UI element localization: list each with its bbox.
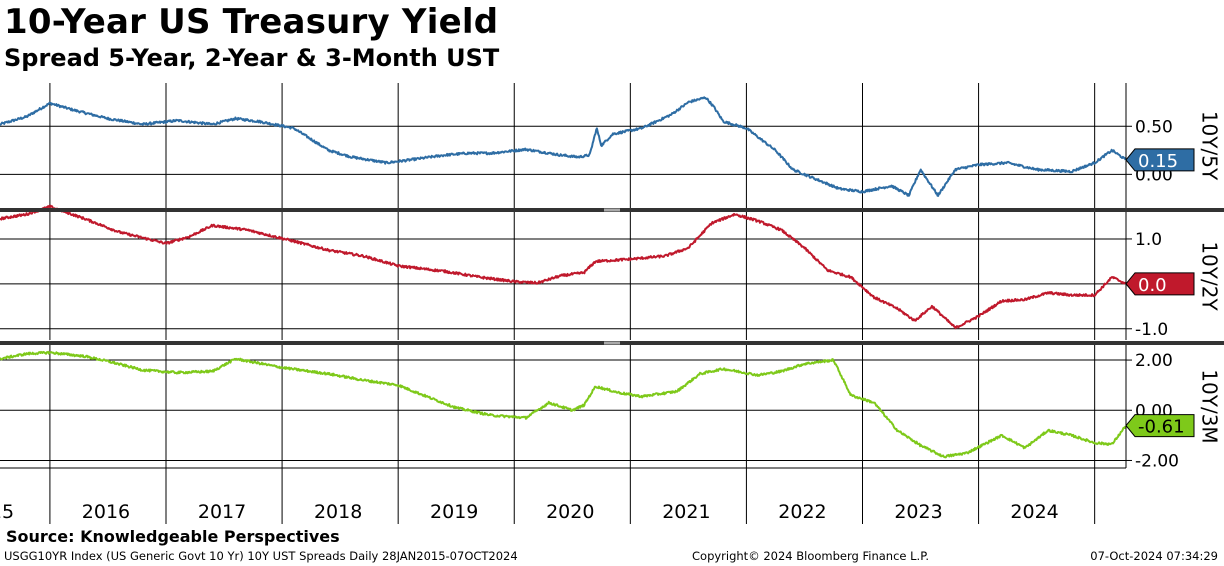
series-name-label: 10Y/3M <box>1198 369 1222 443</box>
x-tick-label: 2024 <box>1010 501 1058 523</box>
panel-resize-handle[interactable] <box>604 208 620 212</box>
x-tick-label: 2022 <box>778 501 826 523</box>
y-tick-label: -2.00 <box>1135 451 1179 471</box>
last-value-tag <box>1125 148 1195 172</box>
panel-resize-handle[interactable] <box>604 341 620 345</box>
series-line-10y2y <box>0 204 1126 330</box>
chart-title: 10-Year US Treasury Yield <box>4 2 499 42</box>
last-value-tag <box>1125 272 1195 296</box>
y-tick-label: 2.00 <box>1135 351 1173 371</box>
last-value-tag <box>1125 414 1195 438</box>
x-tick-label: 2020 <box>546 501 594 523</box>
panel-10y5y: 0.500.000.15 10Y/5Y <box>0 83 1222 208</box>
series-name-label: 10Y/2Y <box>1198 241 1222 311</box>
x-tick-label: 2019 <box>430 501 478 523</box>
footer-timestamp: 07-Oct-2024 07:34:29 <box>1090 549 1218 563</box>
footer-copyright: Copyright© 2024 Bloomberg Finance L.P. <box>692 549 929 563</box>
footer-index-info: USGG10YR Index (US Generic Govt 10 Yr) 1… <box>4 549 518 563</box>
y-tick-label: 0.50 <box>1135 117 1173 137</box>
source-note: Source: Knowledgeable Perspectives <box>6 527 340 546</box>
x-tick-label: 2017 <box>198 501 246 523</box>
x-tick-label: 2016 <box>82 501 130 523</box>
series-line-10y5y <box>0 96 1127 197</box>
chart-subtitle: Spread 5-Year, 2-Year & 3-Month UST <box>4 44 500 72</box>
y-tick-label: -1.0 <box>1135 320 1168 340</box>
x-tick-label: 2021 <box>662 501 710 523</box>
panel-10y3m: 2.000.00-2.00-0.61 10Y/3M <box>0 345 1222 471</box>
last-value-label: 0.0 <box>1138 275 1167 296</box>
series-line-10y3m <box>0 350 1127 459</box>
series-name-label: 10Y/5Y <box>1198 111 1222 181</box>
x-tick-label: 2018 <box>314 501 362 523</box>
x-tick-label: 2015 <box>0 501 14 523</box>
last-value-label: -0.61 <box>1138 417 1185 438</box>
y-tick-label: 1.0 <box>1135 230 1162 250</box>
x-tick-label: 2023 <box>894 501 942 523</box>
last-value-label: 0.15 <box>1138 151 1178 172</box>
